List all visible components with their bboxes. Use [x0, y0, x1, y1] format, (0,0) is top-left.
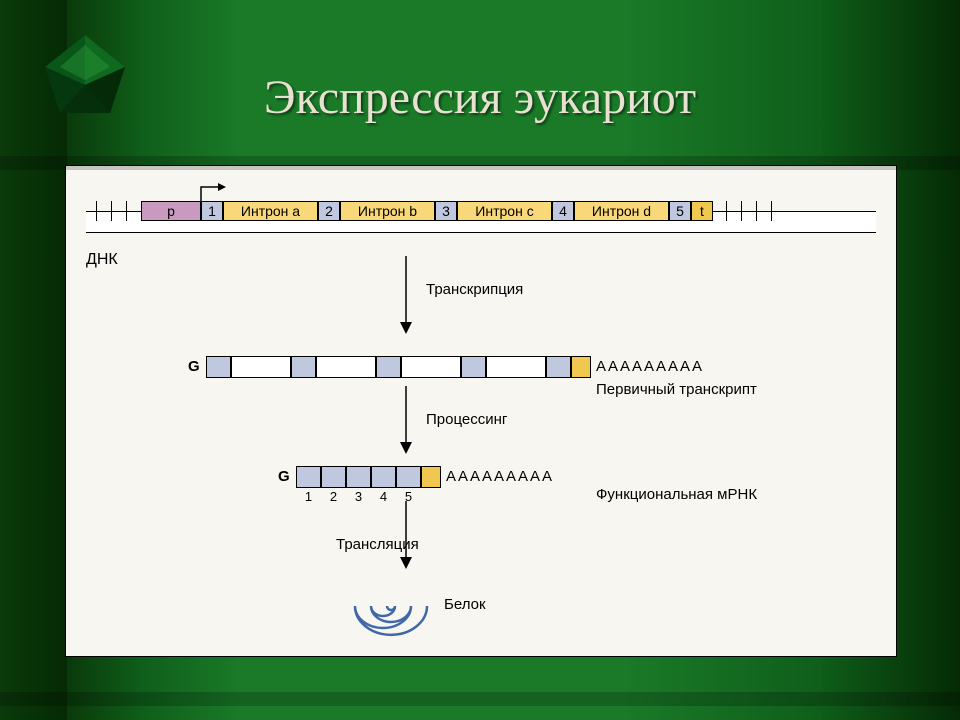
translation-label: Трансляция	[336, 536, 419, 553]
mrna-cap: G	[278, 468, 290, 485]
mature-mrna	[296, 466, 441, 488]
dna-row: p 1 Интрон a 2 Интрон b 3 Интрон c 4 Инт…	[86, 201, 876, 241]
exon-num-1: 1	[296, 489, 321, 504]
decor-shadow-bottom	[0, 692, 960, 706]
intron-a: Интрон a	[223, 201, 318, 221]
exon-num-3: 3	[346, 489, 371, 504]
dna-label: ДНК	[86, 251, 118, 269]
terminator-box: t	[691, 201, 713, 221]
slide-title: Экспрессия эукариот	[0, 70, 960, 125]
intron-b: Интрон b	[340, 201, 435, 221]
tss-arrow-icon	[198, 183, 228, 205]
decor-shadow-top	[0, 156, 960, 170]
promoter-box: p	[141, 201, 201, 221]
exon-3: 3	[435, 201, 457, 221]
protein-spiral-icon	[346, 571, 436, 646]
arrow-transcription	[396, 256, 416, 336]
processing-label: Процессинг	[426, 411, 507, 428]
slide: Экспрессия эукариот p 1 Интрон a 2 Интро…	[0, 0, 960, 720]
exon-2: 2	[318, 201, 340, 221]
exon-4: 4	[552, 201, 574, 221]
intron-d: Интрон d	[574, 201, 669, 221]
exon-5: 5	[669, 201, 691, 221]
exon-num-2: 2	[321, 489, 346, 504]
protein-label: Белок	[444, 596, 486, 613]
mrna-label: Функциональная мРНК	[596, 486, 757, 503]
diagram-figure: p 1 Интрон a 2 Интрон b 3 Интрон c 4 Инт…	[65, 165, 897, 657]
primary-transcript-label: Первичный транскрипт	[596, 381, 757, 398]
intron-c: Интрон c	[457, 201, 552, 221]
primary-transcript	[206, 356, 591, 378]
arrow-processing	[396, 386, 416, 456]
exon-num-4: 4	[371, 489, 396, 504]
mrna-polyA: AAAAAAAAA	[446, 468, 554, 485]
transcription-label: Транскрипция	[426, 281, 523, 298]
primary-polyA: AAAAAAAAA	[596, 358, 704, 375]
primary-cap: G	[188, 358, 200, 375]
